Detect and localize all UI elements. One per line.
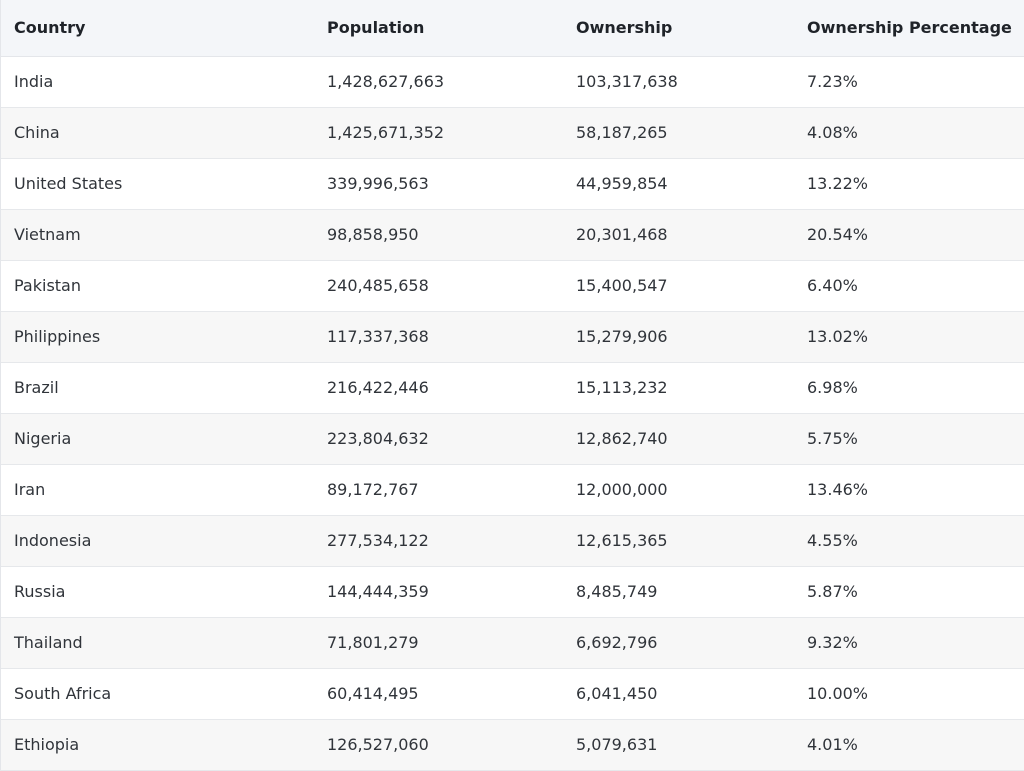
table-row: Philippines 117,337,368 15,279,906 13.02… (0, 311, 1024, 362)
cell-ownership-percentage: 5.75% (807, 429, 858, 448)
table-row: Russia 144,444,359 8,485,749 5.87% (0, 566, 1024, 617)
cell-country: Brazil (14, 378, 59, 397)
cell-population: 60,414,495 (327, 684, 419, 703)
cell-ownership-percentage: 13.46% (807, 480, 869, 499)
cell-ownership: 12,615,365 (576, 531, 668, 550)
cell-country: Indonesia (14, 531, 92, 550)
cell-ownership: 103,317,638 (576, 72, 678, 91)
table-body: India 1,428,627,663 103,317,638 7.23% Ch… (0, 56, 1024, 770)
table-row: India 1,428,627,663 103,317,638 7.23% (0, 56, 1024, 107)
cell-ownership: 20,301,468 (576, 225, 668, 244)
cell-ownership-percentage: 6.98% (807, 378, 858, 397)
header-ownership[interactable]: Ownership (576, 18, 673, 38)
cell-country: China (14, 123, 60, 142)
cell-population: 1,428,627,663 (327, 72, 445, 91)
cell-ownership-percentage: 4.55% (807, 531, 858, 550)
cell-population: 126,527,060 (327, 735, 429, 754)
table-row: South Africa 60,414,495 6,041,450 10.00% (0, 668, 1024, 719)
table-row: Iran 89,172,767 12,000,000 13.46% (0, 464, 1024, 515)
cell-ownership: 15,113,232 (576, 378, 668, 397)
header-country[interactable]: Country (14, 18, 86, 38)
cell-ownership: 6,041,450 (576, 684, 658, 703)
cell-ownership-percentage: 4.08% (807, 123, 858, 142)
cell-country: Vietnam (14, 225, 81, 244)
cell-country: India (14, 72, 54, 91)
cell-ownership-percentage: 10.00% (807, 684, 869, 703)
cell-ownership: 15,400,547 (576, 276, 668, 295)
table-row: Brazil 216,422,446 15,113,232 6.98% (0, 362, 1024, 413)
cell-population: 117,337,368 (327, 327, 429, 346)
cell-ownership: 12,000,000 (576, 480, 668, 499)
cell-population: 144,444,359 (327, 582, 429, 601)
cell-population: 240,485,658 (327, 276, 429, 295)
cell-country: United States (14, 174, 123, 193)
cell-ownership-percentage: 13.02% (807, 327, 869, 346)
cell-ownership: 6,692,796 (576, 633, 658, 652)
table-row: Thailand 71,801,279 6,692,796 9.32% (0, 617, 1024, 668)
cell-ownership: 5,079,631 (576, 735, 658, 754)
table-row: Pakistan 240,485,658 15,400,547 6.40% (0, 260, 1024, 311)
cell-population: 89,172,767 (327, 480, 419, 499)
cell-ownership-percentage: 9.32% (807, 633, 858, 652)
cell-ownership-percentage: 5.87% (807, 582, 858, 601)
cell-ownership-percentage: 6.40% (807, 276, 858, 295)
cell-ownership: 44,959,854 (576, 174, 668, 193)
cell-population: 71,801,279 (327, 633, 419, 652)
cell-country: Nigeria (14, 429, 72, 448)
cell-ownership-percentage: 13.22% (807, 174, 869, 193)
cell-ownership-percentage: 7.23% (807, 72, 858, 91)
cell-ownership: 8,485,749 (576, 582, 658, 601)
table-left-border (0, 0, 1, 770)
cell-ownership: 12,862,740 (576, 429, 668, 448)
cell-country: Russia (14, 582, 66, 601)
header-row: Country Population Ownership Ownership P… (0, 0, 1024, 56)
cell-ownership: 58,187,265 (576, 123, 668, 142)
cell-country: Philippines (14, 327, 101, 346)
header-population[interactable]: Population (327, 18, 425, 38)
cell-country: Iran (14, 480, 46, 499)
cell-ownership-percentage: 20.54% (807, 225, 869, 244)
cell-country: South Africa (14, 684, 112, 703)
cell-ownership-percentage: 4.01% (807, 735, 858, 754)
table-row: Indonesia 277,534,122 12,615,365 4.55% (0, 515, 1024, 566)
cell-population: 98,858,950 (327, 225, 419, 244)
cell-population: 339,996,563 (327, 174, 429, 193)
table-row: Ethiopia 126,527,060 5,079,631 4.01% (0, 719, 1024, 770)
table-row: Vietnam 98,858,950 20,301,468 20.54% (0, 209, 1024, 260)
cell-population: 277,534,122 (327, 531, 429, 550)
cell-ownership: 15,279,906 (576, 327, 668, 346)
cell-country: Pakistan (14, 276, 81, 295)
header-ownership-percentage[interactable]: Ownership Percentage (807, 18, 1012, 38)
table-header: Country Population Ownership Ownership P… (0, 0, 1024, 56)
cell-population: 216,422,446 (327, 378, 429, 397)
table-row: United States 339,996,563 44,959,854 13.… (0, 158, 1024, 209)
table-row: Nigeria 223,804,632 12,862,740 5.75% (0, 413, 1024, 464)
cell-population: 223,804,632 (327, 429, 429, 448)
cell-population: 1,425,671,352 (327, 123, 445, 142)
cell-country: Thailand (14, 633, 83, 652)
table-row: China 1,425,671,352 58,187,265 4.08% (0, 107, 1024, 158)
cell-country: Ethiopia (14, 735, 80, 754)
